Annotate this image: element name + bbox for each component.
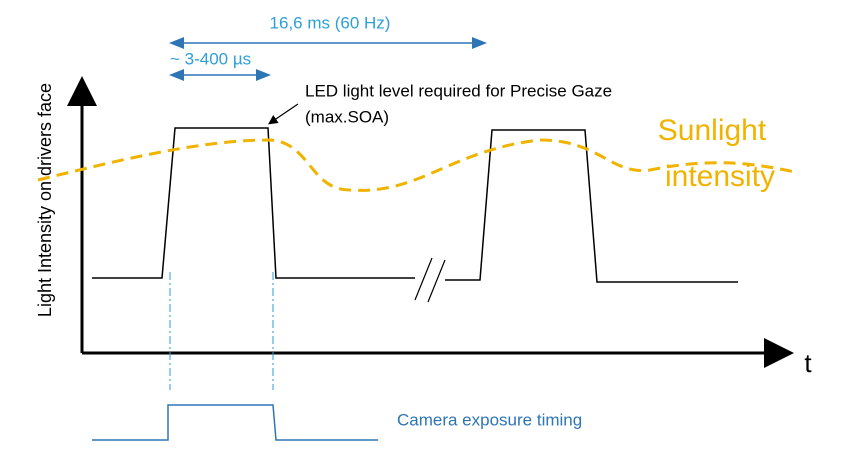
period-label: 16,6 ms (60 Hz) — [270, 13, 391, 32]
led-label: (max.SOA) — [305, 107, 389, 126]
led-pulse — [445, 129, 738, 283]
sunlight-label: intensity — [665, 160, 775, 193]
led-label: LED light level required for Precise Gaz… — [305, 81, 612, 100]
led-pointer — [268, 103, 299, 125]
break-mark — [414, 257, 433, 301]
break-mark — [427, 259, 446, 303]
camera-signal — [92, 404, 378, 441]
y-axis-label: Light Intensity on drivers face — [35, 83, 55, 317]
sunlight-curve — [37, 138, 796, 192]
led-pulse — [92, 127, 415, 279]
camera-label: Camera exposure timing — [397, 410, 582, 429]
x-axis-label: t — [804, 348, 812, 378]
sunlight-label: Sunlight — [658, 114, 767, 147]
pulse-label: ~ 3-400 µs — [170, 49, 251, 68]
